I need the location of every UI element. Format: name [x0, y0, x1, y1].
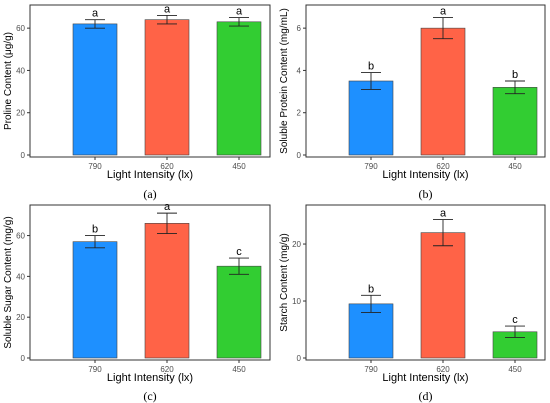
bar [420, 27, 466, 156]
x-tick-label: 450 [508, 162, 522, 171]
bar [348, 303, 394, 359]
y-tick-label: 0 [21, 151, 26, 160]
y-tick-label: 40 [16, 66, 25, 75]
x-tick-label: 620 [436, 365, 450, 374]
panel-label: (b) [419, 187, 433, 201]
y-tick-label: 60 [16, 24, 25, 33]
y-tick-label: 10 [292, 297, 301, 306]
bar [216, 265, 262, 359]
significance-letter: c [512, 314, 518, 326]
significance-letter: b [368, 283, 374, 295]
significance-letter: a [236, 6, 243, 18]
y-tick-label: 20 [16, 109, 25, 118]
plot-frame [29, 204, 271, 361]
x-tick-label: 790 [88, 365, 102, 374]
x-tick-label: 790 [88, 162, 102, 171]
x-tick-label: 450 [232, 162, 246, 171]
panel-label: (d) [419, 389, 433, 403]
plot-frame [29, 4, 271, 158]
y-tick-label: 0 [297, 151, 302, 160]
x-tick-label: 450 [508, 365, 522, 374]
bar [348, 80, 394, 156]
x-tick-label: 620 [436, 162, 450, 171]
significance-letter: b [92, 224, 98, 236]
x-axis-label: Light Intensity (lx) [382, 372, 468, 384]
x-axis-label: Light Intensity (lx) [382, 169, 468, 181]
x-tick-label: 450 [232, 365, 246, 374]
chart-panel-2: 0 2 4 6 b 790 a 620 b 450 Light Intensity (lx) Solu… [279, 4, 546, 201]
significance-letter: b [368, 61, 374, 73]
significance-letter: c [236, 246, 242, 258]
y-axis-label: Soluble Protein Content (mg/mL) [279, 8, 290, 154]
significance-letter: a [92, 8, 99, 20]
bar [216, 21, 262, 156]
significance-letter: a [440, 6, 447, 18]
bar [420, 232, 466, 359]
y-tick-label: 40 [16, 272, 25, 281]
panel-label: (a) [143, 187, 156, 201]
bar [492, 87, 538, 156]
plot-frame [305, 4, 546, 158]
y-tick-label: 6 [297, 24, 302, 33]
y-tick-label: 20 [16, 313, 25, 322]
x-axis-label: Light Intensity (lx) [107, 372, 193, 384]
significance-letter: a [164, 3, 171, 15]
x-tick-label: 620 [160, 365, 174, 374]
bar [144, 223, 190, 359]
bar [72, 23, 118, 156]
significance-letter: b [512, 69, 518, 81]
y-tick-label: 2 [297, 109, 302, 118]
bar [144, 19, 190, 156]
chart-panel-4: 0 10 20 b 790 a 620 c 450 Light Intensity (lx) Sta… [279, 204, 546, 403]
significance-letter: a [440, 208, 447, 220]
y-tick-label: 60 [16, 232, 25, 241]
y-axis-label: Starch Content (mg/g) [279, 233, 290, 331]
y-axis-label: Soluble Sugar Content (mg/g) [3, 216, 14, 348]
chart-panel-3: 0 20 40 60 b 790 a 620 c 450 Light Intensity (lx) S… [3, 201, 271, 403]
y-tick-label: 0 [297, 354, 302, 363]
bar [72, 241, 118, 359]
x-tick-label: 790 [364, 365, 378, 374]
x-tick-label: 790 [364, 162, 378, 171]
x-tick-label: 620 [160, 162, 174, 171]
y-axis-label: Proline Content (μg/g) [3, 32, 14, 130]
chart-panel-1: 0 20 40 60 a 790 a 620 a 450 Light Intensity (lx) P… [3, 3, 271, 201]
panel-label: (c) [143, 389, 156, 403]
y-tick-label: 4 [297, 66, 302, 75]
y-tick-label: 20 [292, 240, 301, 249]
y-tick-label: 0 [21, 354, 26, 363]
plot-frame [305, 204, 546, 361]
x-axis-label: Light Intensity (lx) [107, 169, 193, 181]
significance-letter: a [164, 201, 171, 213]
